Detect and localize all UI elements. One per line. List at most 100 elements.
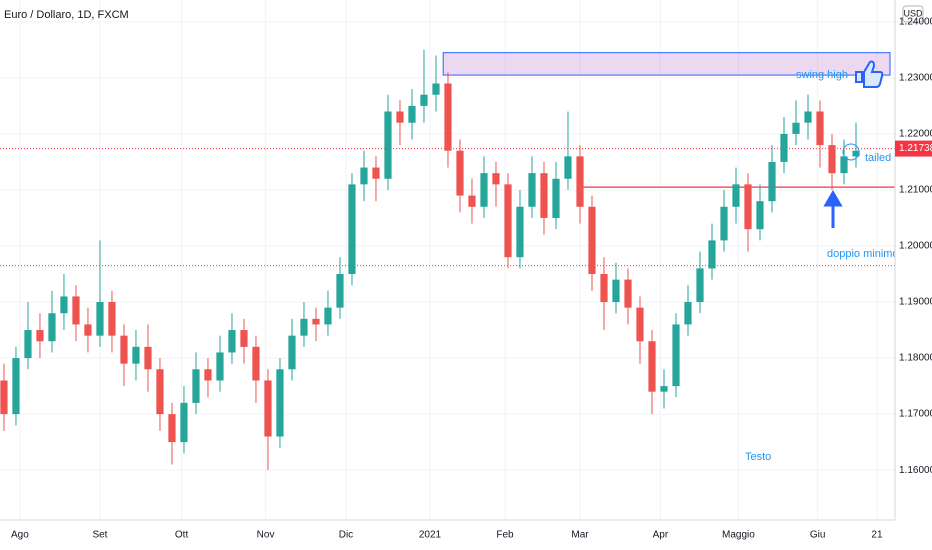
last-price-box: [895, 140, 932, 157]
x-tick-label: 21: [871, 530, 883, 541]
candle-body: [324, 307, 332, 325]
x-tick-label: 2021: [419, 530, 442, 541]
candle-body: [384, 111, 392, 179]
candle-body: [564, 156, 572, 179]
candle-body: [288, 335, 296, 370]
candle-body: [672, 324, 680, 387]
candle-body: [624, 279, 632, 308]
candle-body: [36, 330, 44, 342]
y-tick-label: 1.17000: [899, 409, 932, 420]
candle-body: [216, 352, 224, 381]
candle-body: [480, 173, 488, 207]
candle-body: [612, 279, 620, 303]
candle-body: [408, 105, 416, 123]
candle-body: [792, 122, 800, 134]
candle-body: [60, 296, 68, 314]
y-tick-label: 1.23000: [899, 73, 932, 84]
candle-body: [108, 302, 116, 336]
x-tick-label: Apr: [653, 530, 669, 541]
candle-body: [120, 335, 128, 364]
candle-body: [468, 195, 476, 207]
x-tick-label: Ago: [11, 530, 29, 541]
x-tick-label: Feb: [496, 530, 514, 541]
candle-body: [444, 83, 452, 151]
candle-body: [132, 346, 140, 364]
annotation: swing high: [796, 69, 848, 81]
candle-body: [372, 167, 380, 179]
candle-body: [300, 318, 308, 336]
zone: [442, 52, 891, 76]
candle-body: [516, 206, 524, 258]
x-tick-label: Giu: [810, 530, 826, 541]
thumb-icon: [855, 60, 884, 88]
candle-body: [828, 145, 836, 174]
candle-body: [144, 346, 152, 370]
x-tick-label: Nov: [257, 530, 275, 541]
candle-body: [804, 111, 812, 123]
candle-body: [348, 184, 356, 275]
annotation: doppio minimo sv: [827, 248, 913, 260]
y-tick-label: 1.24000: [899, 16, 932, 27]
currency-button[interactable]: [902, 5, 924, 23]
candle-body: [156, 369, 164, 415]
x-tick-label: Maggio: [722, 530, 755, 541]
x-tick-label: Set: [92, 530, 107, 541]
candle-body: [192, 369, 200, 403]
y-tick-label: 1.19000: [899, 297, 932, 308]
candle-body: [540, 173, 548, 218]
candle-body: [648, 341, 656, 392]
candle-body: [756, 201, 764, 230]
candle-body: [600, 274, 608, 303]
candle-body: [228, 330, 236, 353]
candle-body: [492, 173, 500, 185]
candle-body: [264, 380, 272, 437]
candle-body: [660, 386, 668, 392]
annotation: Testo: [745, 451, 771, 463]
candle-body: [744, 184, 752, 230]
candle-body: [84, 324, 92, 336]
candle-body: [588, 206, 596, 275]
arrow: [823, 190, 843, 228]
y-tick-label: 1.21000: [899, 185, 932, 196]
candle-body: [360, 167, 368, 185]
annotation: tailed f: [865, 152, 898, 164]
candle-body: [168, 414, 176, 443]
candle-body: [312, 318, 320, 325]
candle-body: [840, 156, 848, 174]
candle-body: [420, 94, 428, 106]
candle-body: [276, 369, 284, 437]
candle-body: [636, 307, 644, 342]
chart-title: Euro / Dollaro, 1D, FXCM: [4, 9, 129, 21]
price-axis-panel: [895, 0, 932, 550]
candle-body: [336, 274, 344, 308]
candle-body: [96, 302, 104, 336]
candle-body: [396, 111, 404, 123]
candle-body: [180, 402, 188, 443]
candle-body: [732, 184, 740, 207]
candle-body: [72, 296, 80, 325]
last-price-label: 1.21738: [899, 143, 932, 154]
candle-body: [780, 133, 788, 162]
candle-body: [252, 346, 260, 381]
time-axis-panel: [0, 520, 932, 550]
candle-body: [852, 150, 860, 157]
candle-body: [12, 358, 20, 415]
candle-body: [552, 178, 560, 218]
candle-body: [432, 83, 440, 95]
y-tick-label: 1.22000: [899, 129, 932, 140]
y-tick-label: 1.18000: [899, 353, 932, 364]
candle-body: [576, 156, 584, 207]
candle-body: [816, 111, 824, 146]
x-tick-label: Dic: [339, 530, 353, 541]
candle-body: [720, 206, 728, 241]
currency-label: USD: [903, 8, 923, 18]
x-tick-label: Ott: [175, 530, 189, 541]
candle-body: [504, 184, 512, 258]
candle-body: [48, 313, 56, 342]
candle-body: [696, 268, 704, 303]
candle-body: [204, 369, 212, 381]
candle-body: [684, 302, 692, 325]
y-tick-label: 1.20000: [899, 241, 932, 252]
candle-body: [240, 330, 248, 347]
candle-body: [0, 380, 8, 415]
